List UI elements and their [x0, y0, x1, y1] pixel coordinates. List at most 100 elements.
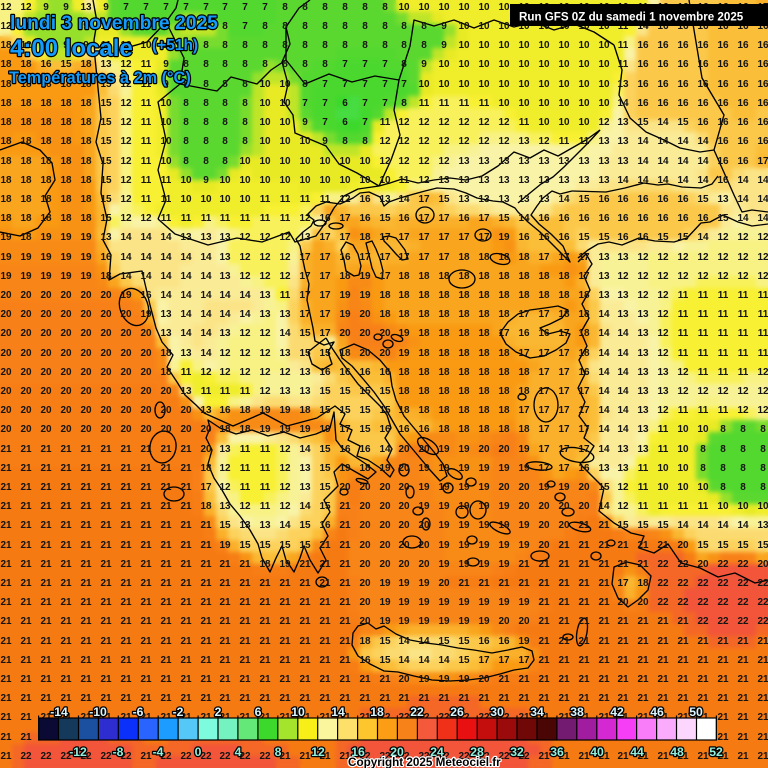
svg-text:21: 21	[0, 751, 12, 762]
svg-text:18: 18	[578, 328, 590, 339]
svg-text:11: 11	[260, 463, 271, 474]
svg-text:18: 18	[299, 405, 311, 416]
svg-text:15: 15	[219, 520, 231, 531]
svg-text:14: 14	[398, 655, 410, 666]
svg-text:21: 21	[100, 463, 112, 474]
svg-text:12: 12	[120, 175, 132, 186]
svg-text:21: 21	[0, 655, 12, 666]
svg-text:12: 12	[239, 501, 251, 512]
svg-text:21: 21	[219, 578, 231, 589]
svg-text:21: 21	[598, 674, 610, 685]
svg-text:15: 15	[637, 117, 649, 128]
svg-text:8: 8	[242, 117, 248, 128]
svg-text:18: 18	[339, 348, 351, 359]
svg-text:(+51h): (+51h)	[152, 37, 198, 54]
svg-text:10: 10	[291, 705, 305, 719]
svg-text:21: 21	[219, 597, 231, 608]
svg-text:17: 17	[359, 252, 371, 263]
svg-text:21: 21	[180, 655, 192, 666]
svg-text:21: 21	[259, 616, 271, 627]
svg-text:18: 18	[359, 232, 371, 243]
svg-text:9: 9	[203, 175, 209, 186]
svg-text:7: 7	[362, 117, 368, 128]
svg-text:17: 17	[498, 655, 510, 666]
svg-text:15: 15	[379, 386, 391, 397]
svg-text:19: 19	[478, 482, 490, 493]
svg-text:13: 13	[299, 386, 311, 397]
svg-text:19: 19	[458, 540, 470, 551]
svg-text:21: 21	[598, 693, 610, 704]
svg-text:18: 18	[40, 175, 52, 186]
svg-text:20: 20	[379, 520, 391, 531]
svg-text:8: 8	[282, 21, 288, 32]
svg-text:14: 14	[120, 252, 132, 263]
svg-text:15: 15	[498, 213, 510, 224]
svg-text:22: 22	[737, 578, 749, 589]
svg-text:19: 19	[398, 578, 410, 589]
svg-text:21: 21	[100, 616, 112, 627]
svg-text:19: 19	[498, 232, 510, 243]
svg-text:15: 15	[319, 482, 331, 493]
svg-text:20: 20	[379, 501, 391, 512]
svg-text:13: 13	[578, 175, 590, 186]
svg-text:13: 13	[518, 194, 530, 205]
svg-text:10: 10	[578, 79, 590, 90]
svg-text:13: 13	[219, 252, 231, 263]
svg-text:21: 21	[717, 732, 729, 743]
svg-text:12: 12	[239, 252, 251, 263]
svg-text:12: 12	[398, 156, 410, 167]
svg-text:8: 8	[322, 21, 328, 32]
svg-text:18: 18	[458, 405, 470, 416]
svg-text:21: 21	[40, 540, 52, 551]
svg-text:11: 11	[439, 98, 450, 109]
svg-text:21: 21	[120, 463, 132, 474]
svg-text:16: 16	[379, 367, 391, 378]
svg-text:16: 16	[319, 520, 331, 531]
svg-text:20: 20	[438, 578, 450, 589]
svg-text:18: 18	[478, 271, 490, 282]
svg-text:12: 12	[200, 367, 212, 378]
svg-text:13: 13	[578, 156, 590, 167]
svg-text:19: 19	[339, 290, 351, 301]
svg-text:13: 13	[558, 175, 570, 186]
svg-text:20: 20	[379, 328, 391, 339]
svg-text:18: 18	[40, 213, 52, 224]
svg-text:20: 20	[398, 501, 410, 512]
svg-text:10: 10	[279, 136, 291, 147]
svg-text:17: 17	[558, 424, 570, 435]
svg-text:7: 7	[362, 79, 368, 90]
svg-text:10: 10	[518, 59, 530, 70]
svg-text:12: 12	[657, 271, 669, 282]
svg-text:19: 19	[60, 232, 72, 243]
svg-text:10: 10	[578, 98, 590, 109]
svg-text:21: 21	[637, 636, 649, 647]
svg-text:21: 21	[60, 578, 72, 589]
svg-text:46: 46	[650, 705, 664, 719]
svg-text:Run GFS 0Z du samedi 1 novembr: Run GFS 0Z du samedi 1 novembre 2025	[519, 11, 744, 24]
svg-text:21: 21	[757, 636, 768, 647]
svg-text:18: 18	[259, 559, 271, 570]
svg-text:14: 14	[677, 520, 689, 531]
svg-text:13: 13	[160, 309, 172, 320]
svg-text:20: 20	[359, 559, 371, 570]
svg-text:16: 16	[140, 290, 152, 301]
svg-text:11: 11	[181, 213, 192, 224]
svg-text:10: 10	[160, 136, 172, 147]
svg-text:20: 20	[538, 520, 550, 531]
svg-text:13: 13	[538, 194, 550, 205]
svg-text:7: 7	[401, 79, 407, 90]
svg-text:21: 21	[0, 732, 12, 743]
svg-text:19: 19	[0, 271, 12, 282]
svg-text:13: 13	[518, 156, 530, 167]
svg-text:15: 15	[279, 540, 291, 551]
svg-text:16: 16	[697, 59, 709, 70]
svg-text:19: 19	[259, 405, 271, 416]
svg-text:18: 18	[418, 328, 430, 339]
svg-text:22: 22	[410, 705, 424, 719]
svg-text:21: 21	[80, 674, 92, 685]
svg-text:16: 16	[697, 40, 709, 51]
svg-text:21: 21	[60, 674, 72, 685]
svg-text:11: 11	[718, 290, 729, 301]
svg-text:20: 20	[160, 405, 172, 416]
svg-text:10: 10	[478, 2, 490, 13]
